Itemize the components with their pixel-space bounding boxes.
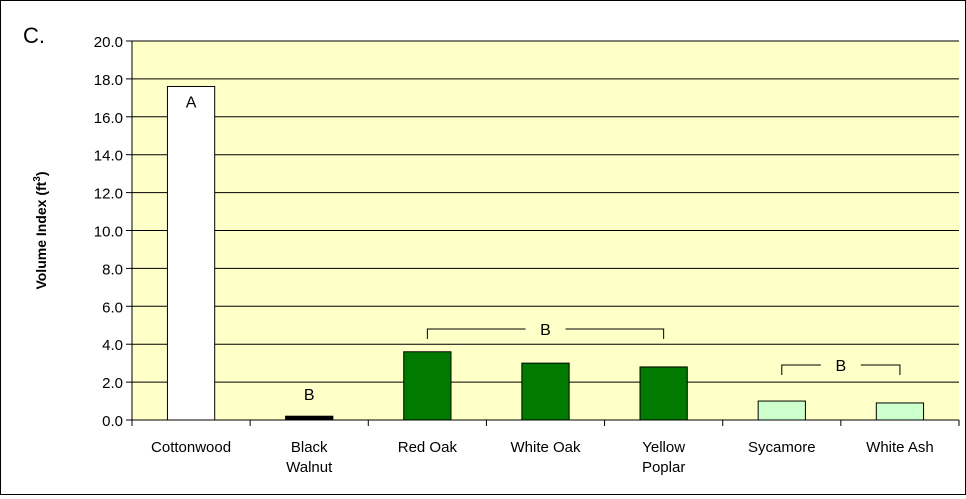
y-axis-label: Volume Index (ft3)	[32, 171, 49, 289]
y-tick-label: 2.0	[102, 375, 123, 392]
x-category-label: Yellow	[642, 439, 685, 456]
y-axis-label-sup: 3	[32, 176, 43, 182]
x-category-label: Sycamore	[748, 439, 816, 456]
y-tick-label: 0.0	[102, 413, 123, 430]
significance-label: B	[836, 358, 847, 375]
x-category-label: Black	[291, 439, 328, 456]
significance-bracket	[565, 328, 665, 340]
bar	[639, 366, 688, 421]
y-axis-label-close: )	[33, 171, 49, 176]
bar	[875, 402, 925, 421]
bar	[521, 362, 570, 421]
significance-label: B	[304, 387, 315, 404]
significance-bracket	[426, 328, 526, 340]
y-tick-label: 8.0	[102, 261, 123, 278]
y-tick-label: 12.0	[94, 186, 123, 203]
x-category-label: Poplar	[642, 459, 685, 476]
y-tick-label: 10.0	[94, 224, 123, 241]
x-category-label: White Ash	[866, 439, 934, 456]
y-tick-label: 20.0	[94, 34, 123, 51]
x-category-label: White Oak	[510, 439, 581, 456]
y-tick-label: 4.0	[102, 337, 123, 354]
significance-bracket	[860, 364, 901, 376]
bar	[166, 85, 216, 421]
bar	[403, 351, 452, 421]
significance-label: B	[540, 322, 551, 339]
y-tick-label: 14.0	[94, 148, 123, 165]
x-category-label: Red Oak	[398, 439, 458, 456]
x-category-label: Walnut	[286, 459, 333, 476]
significance-label: A	[186, 94, 197, 111]
y-tick-label: 6.0	[102, 299, 123, 316]
x-category-label: Cottonwood	[151, 439, 231, 456]
significance-bracket	[781, 364, 821, 376]
y-tick-label: 18.0	[94, 72, 123, 89]
y-axis-label-main: Volume Index (ft	[33, 181, 49, 289]
bar	[757, 400, 806, 421]
y-tick-label: 16.0	[94, 110, 123, 127]
bar	[285, 415, 334, 421]
panel-label: C.	[23, 23, 45, 48]
